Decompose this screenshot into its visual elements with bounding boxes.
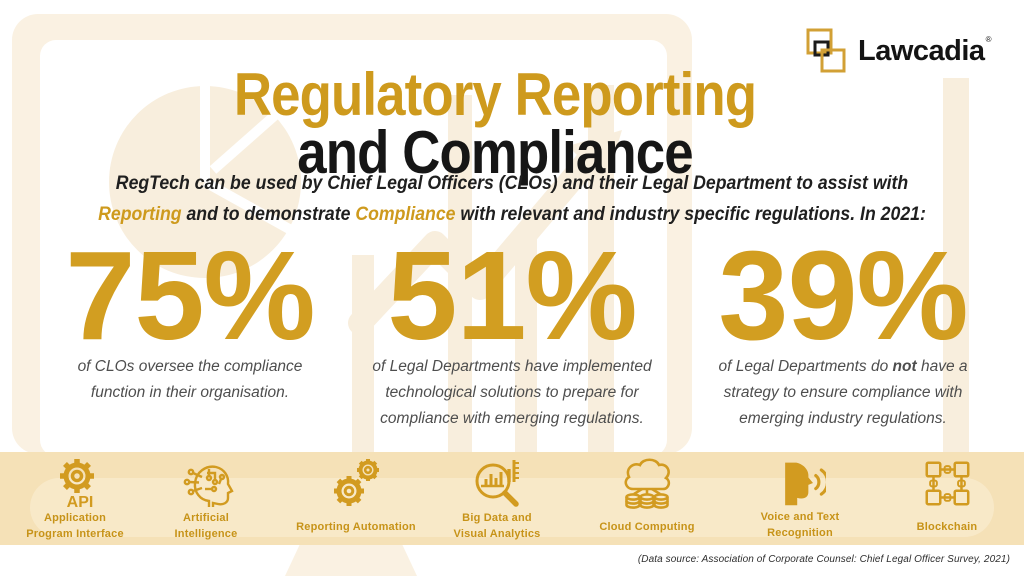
automation-gears-icon	[334, 459, 379, 506]
intro-paragraph: RegTech can be used by Chief Legal Offic…	[47, 168, 977, 230]
caption-bold-not: not	[892, 358, 917, 375]
lawcadia-wordmark: Lawcadia	[858, 34, 985, 67]
api-gear-icon: API	[60, 459, 94, 511]
tech-item-blockchain: Blockchain	[887, 456, 1007, 542]
registered-trademark: ®	[985, 34, 992, 44]
stat-39-percent: 39% of Legal Departments do not have a s…	[683, 225, 1003, 432]
blockchain-icon	[925, 461, 970, 506]
tech-item-automation: Reporting Automation	[271, 456, 441, 542]
voice-text-icon	[785, 462, 826, 505]
intro-line1: RegTech can be used by Chief Legal Offic…	[115, 173, 909, 194]
lawcadia-logo-icon	[806, 28, 846, 73]
lawcadia-logo: Lawcadia ®	[804, 28, 992, 74]
stat-value: 75%	[65, 225, 315, 366]
tech-label: Artificial Intelligence	[174, 512, 238, 540]
big-data-magnifier-icon	[475, 460, 519, 507]
tech-label: Big Data and Visual Analytics	[453, 512, 541, 540]
data-source-note: (Data source: Association of Corporate C…	[637, 554, 1010, 565]
tech-item-bigdata: Big Data and Visual Analytics	[427, 456, 567, 542]
tech-item-cloud: Cloud Computing	[572, 456, 722, 542]
tech-item-voice: Voice and Text Recognition	[725, 456, 875, 542]
tech-label: Blockchain	[916, 521, 978, 533]
page-title-line1: Regulatory Reporting	[233, 61, 757, 129]
tech-item-api: API Application Program Interface	[15, 456, 135, 542]
artificial-intelligence-icon	[183, 465, 234, 507]
stat-caption: of Legal Departments do not have a strat…	[718, 358, 968, 427]
monitor-stand-illustration	[285, 545, 417, 576]
cloud-computing-icon	[624, 458, 671, 509]
highlight-reporting: Reporting	[98, 204, 182, 225]
page-title: Regulatory Reporting and Compliance	[59, 61, 930, 183]
stat-value: 51%	[387, 225, 637, 366]
stat-value: 39%	[718, 225, 968, 366]
technology-band: API Application Program Interface Artific…	[0, 452, 1024, 545]
tech-item-ai: Artificial Intelligence	[151, 456, 261, 542]
stat-75-percent: 75% of CLOs oversee the compliance funct…	[30, 225, 350, 406]
highlight-compliance: Compliance	[355, 204, 456, 225]
tech-label: Application Program Interface	[26, 512, 124, 540]
stat-caption: of Legal Departments have implemented te…	[372, 358, 652, 427]
tech-label: Cloud Computing	[599, 521, 695, 533]
tech-label: Voice and Text Recognition	[760, 511, 840, 540]
stat-caption: of CLOs oversee the compliance function …	[77, 358, 303, 401]
band-highlight	[30, 478, 994, 537]
stat-51-percent: 51% of Legal Departments have implemente…	[347, 225, 677, 432]
tech-label: Reporting Automation	[296, 521, 416, 533]
svg-text:API: API	[67, 494, 94, 511]
